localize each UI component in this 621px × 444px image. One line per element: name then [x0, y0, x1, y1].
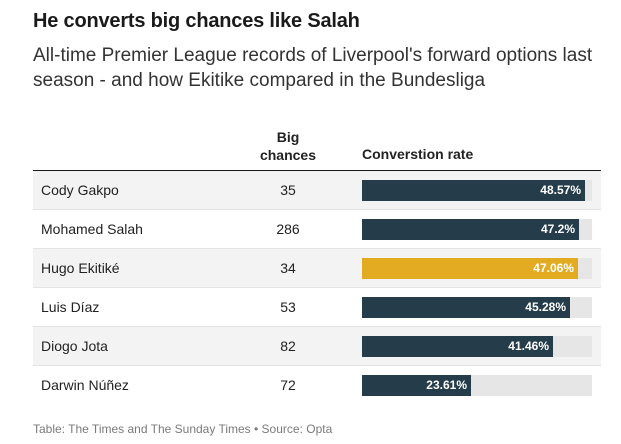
big-chances-value: 53	[280, 299, 296, 315]
data-table: Cody Gakpo 35 48.57% Mohamed Salah 286 47.2% H…	[33, 171, 601, 404]
rate-bar: 47.06%	[362, 258, 578, 279]
table-row: Cody Gakpo 35 48.57%	[33, 171, 601, 210]
player-name: Diogo Jota	[41, 338, 108, 354]
big-chances-value: 35	[280, 182, 296, 198]
rate-bar-track: 47.2%	[362, 219, 592, 240]
source-footer: Table: The Times and The Sunday Times • …	[33, 422, 333, 436]
rate-label: 45.28%	[525, 300, 566, 314]
rate-bar: 45.28%	[362, 297, 570, 318]
rate-bar: 47.2%	[362, 219, 579, 240]
player-name: Cody Gakpo	[41, 182, 119, 198]
player-name: Darwin Núñez	[41, 377, 129, 393]
rate-bar-track: 41.46%	[362, 336, 592, 357]
column-header-big-chances-line2: chances	[259, 147, 317, 163]
big-chances-value: 34	[280, 260, 296, 276]
header-divider	[33, 170, 601, 171]
rate-label: 23.61%	[426, 378, 467, 392]
rate-label: 47.06%	[533, 261, 574, 275]
column-header-conversion-rate: Converstion rate	[362, 146, 474, 162]
rate-bar: 41.46%	[362, 336, 553, 357]
rate-bar-track: 23.61%	[362, 375, 592, 396]
rate-label: 47.2%	[540, 222, 575, 236]
rate-bar-track: 45.28%	[362, 297, 592, 318]
rate-bar-track: 48.57%	[362, 180, 592, 201]
rate-bar: 48.57%	[362, 180, 585, 201]
table-row: Hugo Ekitiké 34 47.06%	[33, 249, 601, 288]
big-chances-value: 72	[280, 377, 296, 393]
player-name: Hugo Ekitiké	[41, 260, 120, 276]
rate-bar: 23.61%	[362, 375, 471, 396]
rate-label: 48.57%	[540, 183, 581, 197]
table-row: Diogo Jota 82 41.46%	[33, 327, 601, 366]
table-row: Luis Díaz 53 45.28%	[33, 288, 601, 327]
column-header-big-chances-line1: Big	[276, 129, 300, 145]
rate-label: 41.46%	[508, 339, 549, 353]
big-chances-value: 286	[276, 221, 300, 237]
big-chances-value: 82	[280, 338, 296, 354]
chart-title: He converts big chances like Salah	[33, 10, 360, 32]
table-row: Darwin Núñez 72 23.61%	[33, 366, 601, 404]
chart-subtitle: All-time Premier League records of Liver…	[33, 45, 593, 91]
rate-bar-track: 47.06%	[362, 258, 592, 279]
table-row: Mohamed Salah 286 47.2%	[33, 210, 601, 249]
player-name: Luis Díaz	[41, 299, 100, 315]
column-header-big-chances: Big chances	[252, 128, 324, 164]
player-name: Mohamed Salah	[41, 221, 143, 237]
